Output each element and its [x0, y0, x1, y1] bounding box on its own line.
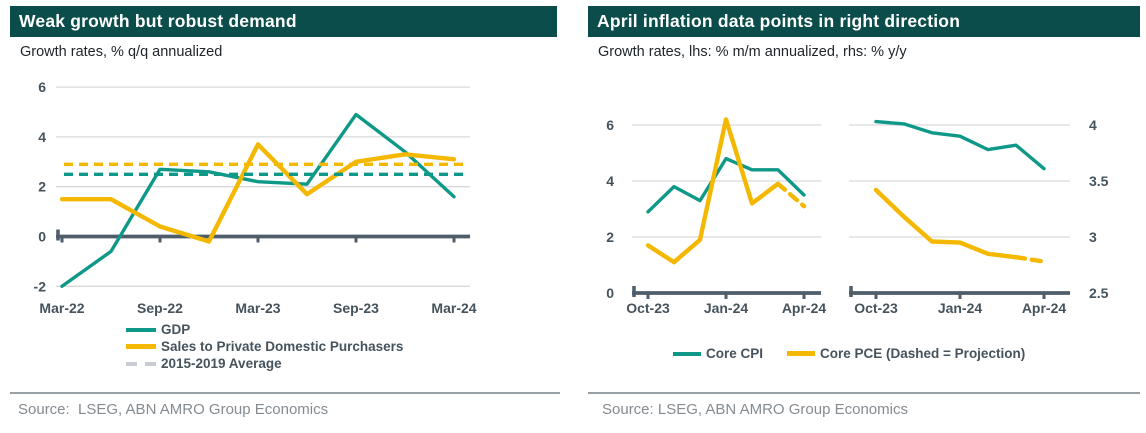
chart-subtitle: Growth rates, % q/q annualized [20, 44, 223, 60]
legend-label: Core CPI [706, 346, 764, 361]
y-axis-tick-label: 2.5 [1089, 285, 1109, 301]
y-axis-tick-label: 0 [38, 229, 46, 245]
source-note: Source: LSEG, ABN AMRO Group Economics [602, 401, 908, 418]
sales-line [59, 142, 457, 244]
legend-item-core-cpi: Core CPI [673, 345, 763, 362]
y-axis-tick-label: 6 [38, 79, 46, 95]
y-axis-tick-label: 3 [1089, 229, 1097, 245]
x-axis-tick-label: Oct-23 [626, 300, 670, 316]
legend-label: Core PCE (Dashed = Projection) [820, 346, 1026, 361]
legend-item-sales: Sales to Private Domestic Purchasers [126, 338, 403, 355]
legend-item-core-pce: Core PCE (Dashed = Projection) [787, 345, 1025, 362]
divider [10, 392, 560, 394]
chart-header: April inflation data points in right dir… [588, 6, 1140, 37]
chart-title: Weak growth but robust demand [19, 11, 297, 31]
chart-header: Weak growth but robust demand [10, 6, 557, 37]
sales-legend-swatch [126, 344, 156, 349]
x-axis-tick-label: Apr-24 [1022, 300, 1067, 316]
core-cpi-yy-line [874, 119, 1046, 171]
y-axis-tick-label: 2 [606, 229, 614, 245]
divider [588, 392, 1140, 394]
inflation-chart-card: April inflation data points in right dir… [573, 0, 1146, 433]
chart-title: April inflation data points in right dir… [597, 11, 961, 31]
y-axis-tick-label: 3.5 [1089, 173, 1109, 189]
chart-subtitle: Growth rates, lhs: % m/m annualized, rhs… [598, 44, 907, 60]
x-axis-tick-label: Mar-23 [235, 300, 280, 316]
y-axis-tick-label: 0 [606, 285, 614, 301]
core-cpi-legend-swatch [673, 351, 701, 356]
core-cpi-mm-line [646, 156, 806, 214]
gdp-legend-swatch [126, 327, 156, 332]
growth-chart: 6 4 2 0 -2 Mar-22 Sep-22 Mar-23 Sep-23 Mar-24 [34, 79, 477, 316]
x-axis-tick-label: Mar-24 [431, 300, 476, 316]
core-pce-legend-swatch [787, 351, 816, 356]
x-axis-tick-label: Sep-22 [137, 300, 183, 316]
inflation-chart: 6 4 2 0 Oct-23 Jan-24 Apr-24 4 3.5 3 2.5 Oct-23 Jan-… [606, 117, 1109, 316]
x-axis-tick-label: Jan-24 [704, 300, 749, 316]
legend-label: GDP [161, 322, 191, 337]
x-axis-tick-label: Oct-23 [854, 300, 898, 316]
core-pce-mm-line [645, 117, 781, 265]
y-axis-tick-label: 2 [38, 179, 46, 195]
legend-item-gdp: GDP [126, 321, 403, 338]
core-pce-yy-line [873, 187, 1019, 260]
y-axis-tick-label: 4 [1089, 117, 1097, 133]
growth-legend: GDP Sales to Private Domestic Purchasers… [126, 321, 403, 372]
y-axis-tick-label: 4 [606, 173, 614, 189]
x-axis-tick-label: Mar-22 [39, 300, 84, 316]
legend-label: 2015-2019 Average [161, 356, 282, 371]
y-axis-tick-label: 6 [606, 117, 614, 133]
source-note: Source: LSEG, ABN AMRO Group Economics [18, 401, 329, 418]
inflation-legend: Core CPI Core PCE (Dashed = Projection) [673, 345, 1025, 362]
core-pce-mm-projection-line [775, 181, 807, 209]
x-axis-tick-label: Jan-24 [938, 300, 983, 316]
x-axis-tick-label: Apr-24 [782, 300, 827, 316]
core-pce-yy-projection-line [1013, 255, 1047, 264]
x-axis-tick-label: Sep-23 [333, 300, 379, 316]
y-axis-tick-label: 4 [38, 129, 46, 145]
average-legend-swatch [126, 361, 156, 366]
y-axis-tick-label: -2 [34, 278, 47, 294]
legend-item-average: 2015-2019 Average [126, 355, 403, 372]
legend-label: Sales to Private Domestic Purchasers [161, 339, 404, 354]
gdp-line [60, 112, 456, 288]
growth-chart-card: Weak growth but robust demand Growth rat… [10, 6, 560, 418]
